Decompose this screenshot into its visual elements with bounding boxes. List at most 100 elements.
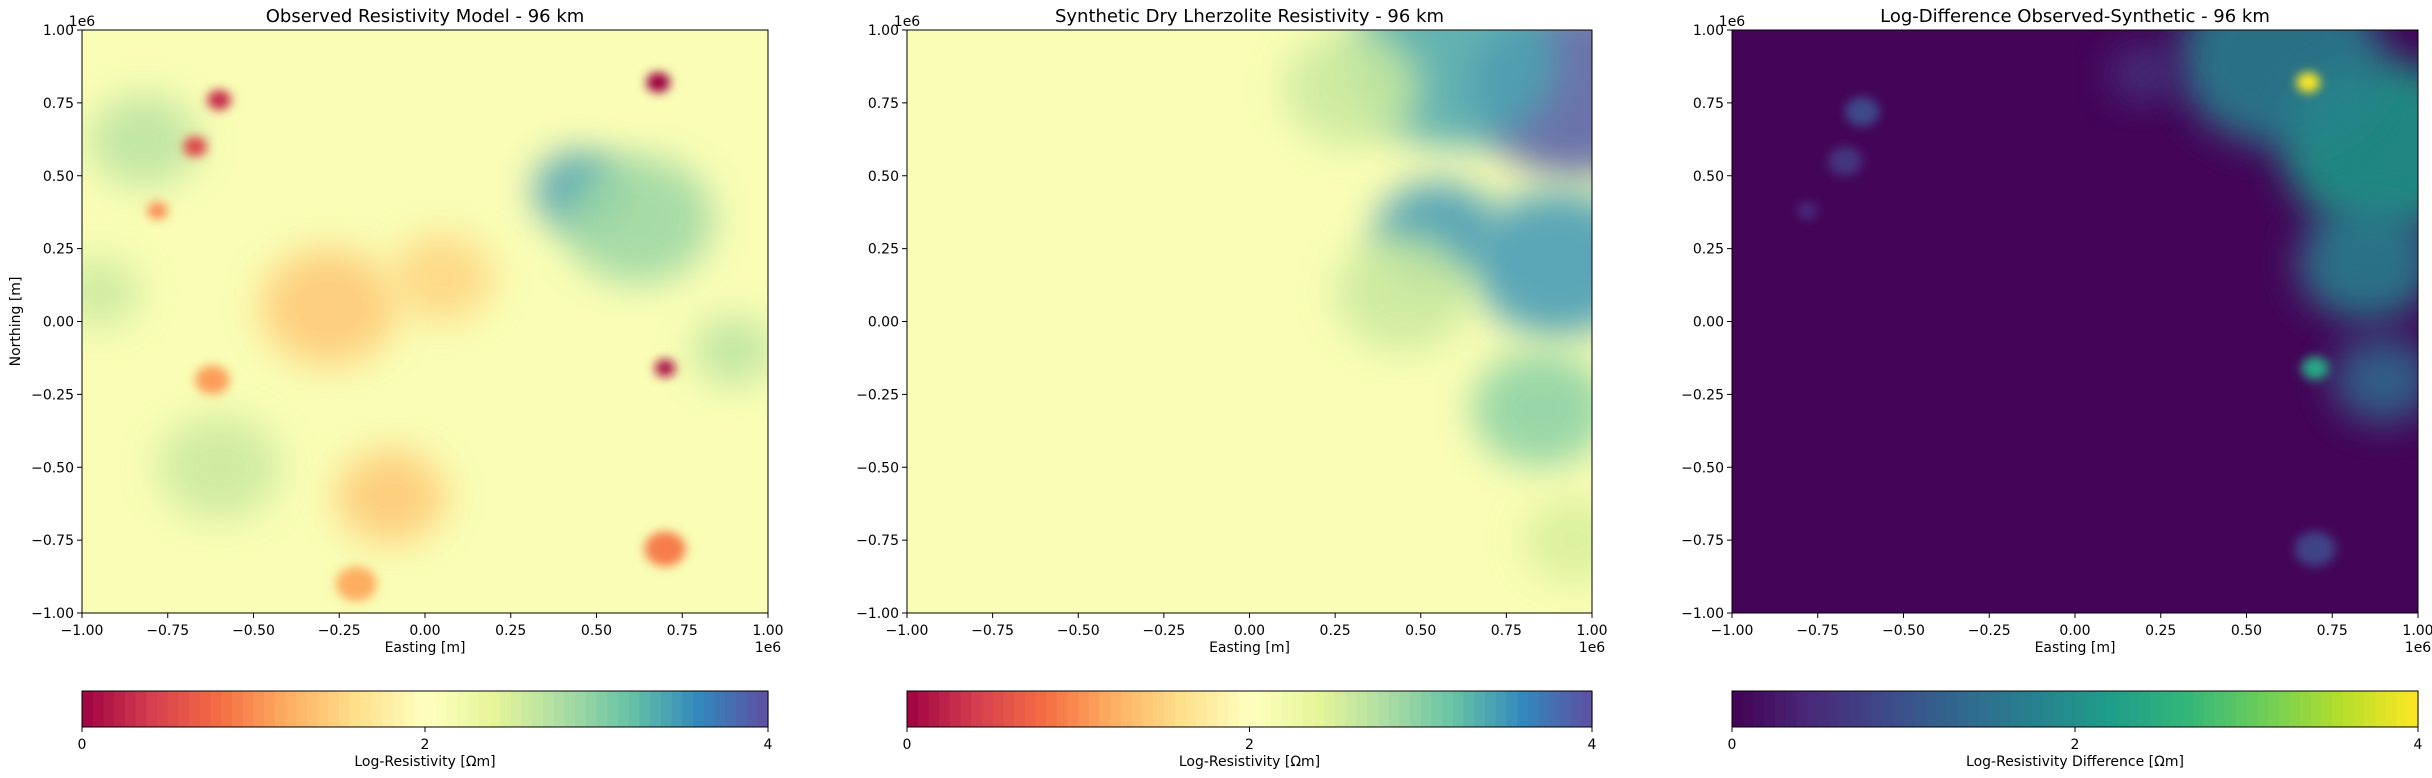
x-tick-label: −0.50	[1057, 623, 1100, 639]
colorbar-segment	[1153, 691, 1165, 727]
heatmap-anomaly	[1845, 97, 1880, 127]
colorbar-segment	[1442, 691, 1454, 727]
colorbar-segment	[371, 691, 383, 727]
colorbar-segment	[1978, 691, 1990, 727]
colorbar-segment	[714, 691, 726, 727]
x-tick-label: −0.25	[318, 623, 361, 639]
colorbar-segment	[2053, 691, 2065, 727]
colorbar-segment	[1174, 691, 1186, 727]
colorbar-segment	[2353, 691, 2366, 727]
colorbar-segment	[189, 691, 201, 727]
chart-title: Observed Resistivity Model - 96 km	[266, 6, 585, 27]
colorbar-segment	[725, 691, 737, 727]
colorbar-tick-label: 0	[903, 737, 912, 753]
colorbar-segment	[1807, 691, 1819, 727]
colorbar-segment	[1892, 691, 1905, 727]
colorbar-segment	[1549, 691, 1561, 727]
y-offset-label: 1e6	[894, 14, 921, 30]
colorbar-segment	[746, 691, 758, 727]
colorbar-segment	[339, 691, 351, 727]
colorbar-segment	[1270, 691, 1283, 727]
colorbar-segment	[1110, 691, 1122, 727]
colorbar-segment	[1957, 691, 1969, 727]
colorbar-segment	[1228, 691, 1240, 727]
colorbar-segment	[1238, 691, 1251, 727]
colorbar-segment	[660, 691, 673, 727]
heatmap-anomaly	[1283, 30, 1421, 147]
colorbar-segment	[1935, 691, 1947, 727]
colorbar-segment	[167, 691, 180, 727]
heatmap-anomaly	[183, 136, 208, 157]
colorbar-segment	[1163, 691, 1176, 727]
colorbar-segment	[1035, 691, 1047, 727]
colorbar-segment	[553, 691, 565, 727]
x-tick-label: 1.00	[2402, 623, 2432, 639]
colorbar-segment	[1946, 691, 1958, 727]
heatmap-anomaly	[654, 359, 676, 377]
colorbar-segment	[1581, 691, 1593, 727]
y-tick-label: −0.25	[1681, 387, 1724, 403]
heatmap-anomaly	[1472, 190, 1592, 337]
colorbar-segment	[1056, 691, 1069, 727]
colorbar-segment	[1484, 691, 1497, 727]
colorbar-tick-label: 4	[1588, 737, 1597, 753]
colorbar-segment	[221, 691, 233, 727]
heatmap-anomaly	[1828, 146, 1863, 176]
colorbar-segment	[92, 691, 105, 727]
colorbar-segment	[264, 691, 276, 727]
colorbar-segment	[596, 691, 608, 727]
colorbar-segment	[1570, 691, 1582, 727]
colorbar-segment	[1206, 691, 1218, 727]
colorbar-segment	[360, 691, 373, 727]
panel-1: Observed Resistivity Model - 96 km−1.00−…	[8, 6, 784, 770]
colorbar-segment	[1121, 691, 1133, 727]
colorbar-segment	[157, 691, 169, 727]
colorbar-tick-label: 4	[2414, 737, 2423, 753]
colorbar-segment	[2214, 691, 2226, 727]
y-tick-label: 1.00	[43, 23, 74, 39]
y-tick-label: 0.75	[868, 96, 899, 112]
colorbar-segment	[1420, 691, 1433, 727]
x-tick-label: 0.50	[581, 623, 612, 639]
colorbar-segment	[232, 691, 244, 727]
colorbar-segment	[564, 691, 576, 727]
colorbar-segment	[2289, 691, 2301, 727]
heatmap-anomaly	[692, 315, 768, 386]
colorbar-segment	[1914, 691, 1926, 727]
heatmap-anomaly	[2332, 336, 2418, 424]
heatmap-anomaly	[644, 531, 686, 567]
colorbar-segment	[1871, 691, 1883, 727]
colorbar-segment	[1377, 691, 1390, 727]
colorbar-segment	[639, 691, 651, 727]
colorbar-segment	[671, 691, 683, 727]
colorbar-segment	[1452, 691, 1465, 727]
colorbar-segment	[467, 691, 480, 727]
colorbar-segment	[1732, 691, 1744, 727]
colorbar-segment	[178, 691, 190, 727]
colorbar-segment	[242, 691, 255, 727]
colorbar-segment	[2321, 691, 2333, 727]
colorbar-tick-label: 4	[764, 737, 773, 753]
colorbar-segment	[692, 691, 705, 727]
colorbar-segment	[1078, 691, 1090, 727]
y-tick-label: 0.50	[868, 169, 899, 185]
colorbar-segment	[2107, 691, 2119, 727]
colorbar-segment	[1303, 691, 1315, 727]
colorbar-segment	[1849, 691, 1862, 727]
colorbar-segment	[317, 691, 330, 727]
colorbar-segment	[682, 691, 694, 727]
y-tick-label: 1.00	[1693, 23, 1724, 39]
colorbar-segment	[146, 691, 158, 727]
colorbar-segment	[307, 691, 319, 727]
colorbar-segment	[2085, 691, 2098, 727]
colorbar-segment	[1292, 691, 1304, 727]
colorbar-segment	[2042, 691, 2055, 727]
colorbar-segment	[425, 691, 437, 727]
colorbar-segment	[1324, 691, 1336, 727]
colorbar-segment	[414, 691, 426, 727]
colorbar-label: Log-Resistivity [Ωm]	[354, 754, 495, 770]
colorbar-segment	[971, 691, 983, 727]
chart-title: Synthetic Dry Lherzolite Resistivity - 9…	[1055, 6, 1444, 27]
colorbar-segment	[757, 691, 769, 727]
